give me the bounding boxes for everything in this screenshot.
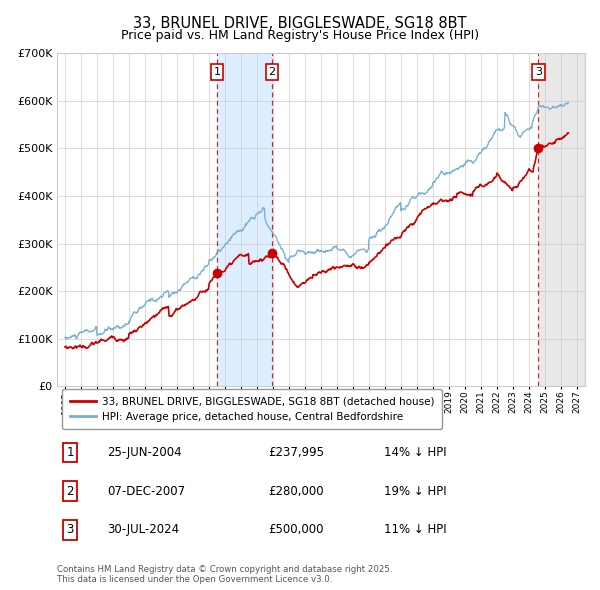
- Text: 3: 3: [535, 67, 542, 77]
- Text: £500,000: £500,000: [268, 523, 324, 536]
- Text: 11% ↓ HPI: 11% ↓ HPI: [385, 523, 447, 536]
- Text: 25-JUN-2004: 25-JUN-2004: [107, 446, 182, 459]
- Text: 3: 3: [67, 523, 74, 536]
- Text: £237,995: £237,995: [268, 446, 324, 459]
- Text: 2: 2: [268, 67, 275, 77]
- Text: 2: 2: [67, 484, 74, 498]
- Text: 1: 1: [214, 67, 220, 77]
- Text: 1: 1: [67, 446, 74, 459]
- Text: 19% ↓ HPI: 19% ↓ HPI: [385, 484, 447, 498]
- Text: Price paid vs. HM Land Registry's House Price Index (HPI): Price paid vs. HM Land Registry's House …: [121, 29, 479, 42]
- Text: 33, BRUNEL DRIVE, BIGGLESWADE, SG18 8BT: 33, BRUNEL DRIVE, BIGGLESWADE, SG18 8BT: [133, 16, 467, 31]
- Text: £280,000: £280,000: [268, 484, 324, 498]
- Legend: 33, BRUNEL DRIVE, BIGGLESWADE, SG18 8BT (detached house), HPI: Average price, de: 33, BRUNEL DRIVE, BIGGLESWADE, SG18 8BT …: [62, 389, 442, 430]
- Text: Contains HM Land Registry data © Crown copyright and database right 2025.
This d: Contains HM Land Registry data © Crown c…: [57, 565, 392, 584]
- Bar: [217, 53, 272, 386]
- Text: 07-DEC-2007: 07-DEC-2007: [107, 484, 185, 498]
- Bar: [538, 53, 585, 386]
- Text: 30-JUL-2024: 30-JUL-2024: [107, 523, 179, 536]
- Text: 14% ↓ HPI: 14% ↓ HPI: [385, 446, 447, 459]
